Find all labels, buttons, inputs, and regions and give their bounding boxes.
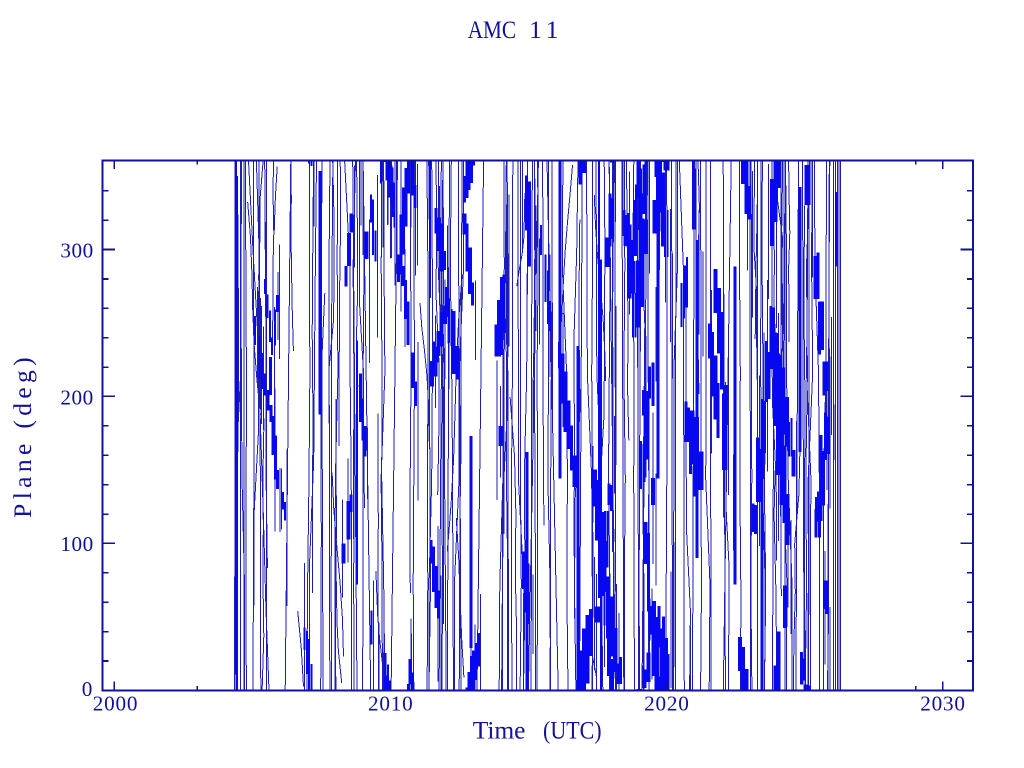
svg-text:2030: 2030 [920, 691, 965, 715]
svg-text:300: 300 [60, 238, 93, 262]
svg-text:(UTC): (UTC) [543, 716, 602, 745]
svg-text:Plane (deg): Plane (deg) [8, 357, 37, 517]
svg-text:200: 200 [60, 385, 93, 409]
svg-text:2000: 2000 [93, 691, 138, 715]
svg-text:Time: Time [473, 716, 526, 745]
svg-text:0: 0 [82, 677, 93, 701]
svg-text:1: 1 [529, 15, 542, 44]
svg-text:2010: 2010 [368, 691, 413, 715]
svg-text:AMC: AMC [468, 15, 516, 44]
svg-text:1: 1 [546, 15, 559, 44]
svg-text:2020: 2020 [644, 691, 689, 715]
svg-text:100: 100 [60, 532, 93, 556]
